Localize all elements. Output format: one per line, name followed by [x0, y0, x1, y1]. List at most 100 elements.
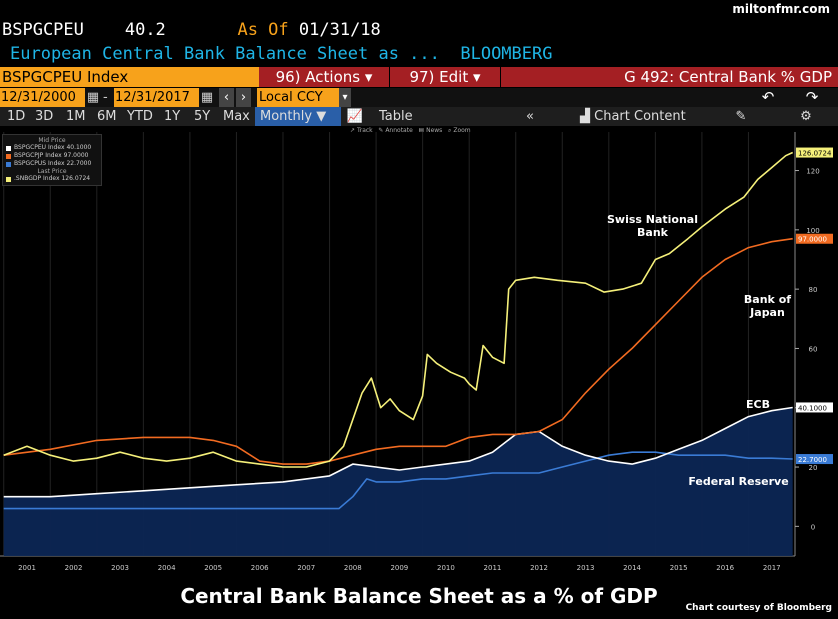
- collapse-icon[interactable]: «: [526, 109, 534, 124]
- last-value-label: 40.1000: [798, 404, 827, 412]
- calendar-icon[interactable]: ▦: [86, 90, 100, 105]
- legend-header-mid: Mid Price: [38, 137, 66, 144]
- series-line-bspgcpeu-index: [3, 406, 793, 498]
- y-tick-label: 120: [806, 168, 819, 176]
- last-value-tag: [796, 402, 833, 413]
- y-tick-label: 0: [811, 523, 815, 531]
- x-tick-label: 2001: [18, 564, 36, 572]
- news-tool[interactable]: ▤ News: [418, 127, 443, 134]
- start-date-input[interactable]: 12/31/2000: [0, 88, 85, 107]
- source: BLOOMBERG: [460, 44, 553, 64]
- next-period-icon[interactable]: ›: [236, 88, 251, 107]
- range-1y[interactable]: 1Y: [164, 109, 181, 124]
- annotation-boj: Bank of Japan: [743, 293, 792, 319]
- legend-entry-snb: .SNBGDP Index 126.0724: [6, 175, 98, 183]
- chart-content-button[interactable]: ▟ Chart Content: [580, 109, 686, 124]
- x-tick-label: 2007: [297, 564, 315, 572]
- last-value-tag: [796, 147, 833, 158]
- legend-header-last: Last Price: [37, 168, 67, 175]
- series-line-bspgcpjp-index: [3, 237, 793, 465]
- annotation-fed: Federal Reserve: [688, 475, 789, 488]
- actions-menu[interactable]: 96) Actions ▾: [259, 67, 389, 87]
- annotation-ecb: ECB: [746, 398, 770, 411]
- currency-select[interactable]: Local CCY: [257, 88, 341, 107]
- x-tick-label: 2013: [577, 564, 595, 572]
- x-tick-label: 2008: [344, 564, 362, 572]
- x-tick-label: 2006: [251, 564, 269, 572]
- legend-entry-boj: BSPGCPJP Index 97.0000: [6, 152, 98, 160]
- line-chart-icon[interactable]: 📈: [346, 109, 364, 124]
- range-6m[interactable]: 6M: [97, 109, 117, 124]
- x-tick-label: 2016: [716, 564, 734, 572]
- description: European Central Bank Balance Sheet as .…: [10, 44, 440, 64]
- header-line: BSPGCPEU 40.2 As Of 01/31/18: [2, 20, 381, 40]
- range-toolbar: 1D 3D 1M 6M YTD 1Y 5Y Max Monthly ▼ 📈 Ta…: [0, 107, 838, 126]
- index-field[interactable]: BSPGCPEU Index: [0, 67, 259, 87]
- bottom-title: Central Bank Balance Sheet as a % of GDP: [180, 584, 658, 608]
- x-tick-label: 2017: [763, 564, 781, 572]
- end-date-input[interactable]: 12/31/2017: [114, 88, 199, 107]
- series-line-bspgcpus-index: [3, 451, 793, 510]
- edit-menu[interactable]: 97) Edit ▾: [390, 67, 500, 87]
- chevron-down-icon[interactable]: ▾: [339, 88, 351, 107]
- caret-down-icon: ▾: [364, 68, 373, 86]
- edit-icon[interactable]: ✎: [735, 109, 747, 124]
- asof-label: As Of: [237, 20, 289, 40]
- gear-icon[interactable]: ⚙: [800, 109, 812, 124]
- annotate-tool[interactable]: ✎ Annotate: [378, 127, 413, 134]
- caret-down-icon: ▾: [473, 68, 481, 86]
- courtesy-note: Chart courtesy of Bloomberg: [685, 603, 832, 613]
- range-ytd[interactable]: YTD: [127, 109, 153, 124]
- y-tick-label: 20: [809, 464, 818, 472]
- x-tick-label: 2011: [484, 564, 502, 572]
- x-tick-label: 2014: [623, 564, 641, 572]
- undo-icon[interactable]: ↶: [761, 88, 775, 106]
- last-value-label: 22.7000: [798, 456, 827, 464]
- header-value: 40.2: [124, 20, 166, 40]
- series-line--snbgdp-index: [3, 151, 794, 468]
- last-value-tag: [796, 454, 833, 465]
- range-1m[interactable]: 1M: [66, 109, 86, 124]
- legend: Mid Price BSPGCPEU Index 40.1000 BSPGCPJ…: [2, 134, 102, 186]
- y-tick-label: 100: [806, 227, 819, 235]
- redo-icon[interactable]: ↷: [805, 88, 819, 106]
- chart-subtools: ↗ Track ✎ Annotate ▤ News ⌕ Zoom: [350, 127, 471, 135]
- x-tick-label: 2012: [530, 564, 548, 572]
- table-button[interactable]: Table: [379, 109, 413, 124]
- legend-entry-ecb: BSPGCPEU Index 40.1000: [6, 144, 98, 152]
- chart-svg: 2001 2002 2003 2004 2005 2006 2007 2008 2009 2010…: [0, 132, 833, 572]
- watermark: miltonfmr.com: [732, 2, 830, 16]
- legend-entry-fed: BSPGCPUS Index 22.7000: [6, 160, 98, 168]
- zoom-tool[interactable]: ⌕ Zoom: [448, 127, 471, 134]
- calendar-icon[interactable]: ▦: [200, 90, 214, 105]
- range-3d[interactable]: 3D: [35, 109, 54, 124]
- chart-name: G 492: Central Bank % GDP: [501, 67, 838, 87]
- chart-icon: ▟: [580, 109, 595, 124]
- range-max[interactable]: Max: [223, 109, 250, 124]
- title-toolbar: BSPGCPEU Index 96) Actions ▾ 97) Edit ▾ …: [0, 67, 838, 87]
- last-value-tag: [796, 233, 833, 244]
- asof-date: 01/31/18: [298, 20, 381, 40]
- range-1d[interactable]: 1D: [7, 109, 26, 124]
- frequency-select[interactable]: Monthly ▼: [255, 107, 341, 126]
- y-tick-label: 60: [809, 345, 818, 353]
- date-toolbar: 12/31/2000 ▦ - 12/31/2017 ▦ ‹ › Local CC…: [0, 88, 838, 107]
- x-tick-label: 2005: [204, 564, 222, 572]
- y-tick-label: 80: [809, 286, 818, 294]
- x-tick-label: 2015: [670, 564, 688, 572]
- x-tick-label: 2009: [390, 564, 408, 572]
- last-value-label: 97.0000: [798, 236, 827, 244]
- x-tick-label: 2002: [65, 564, 83, 572]
- x-tick-label: 2010: [437, 564, 455, 572]
- track-tool[interactable]: ↗ Track: [350, 127, 373, 134]
- last-value-label: 126.0724: [798, 150, 832, 158]
- x-tick-label: 2003: [111, 564, 129, 572]
- range-5y[interactable]: 5Y: [194, 109, 211, 124]
- x-tick-label: 2004: [158, 564, 176, 572]
- caret-down-icon: ▼: [316, 109, 327, 124]
- prev-period-icon[interactable]: ‹: [219, 88, 234, 107]
- annotation-snb: Swiss National Bank: [606, 213, 699, 239]
- ticker: BSPGCPEU: [2, 20, 84, 40]
- date-separator: -: [103, 90, 108, 105]
- description-line: European Central Bank Balance Sheet as .…: [10, 44, 552, 64]
